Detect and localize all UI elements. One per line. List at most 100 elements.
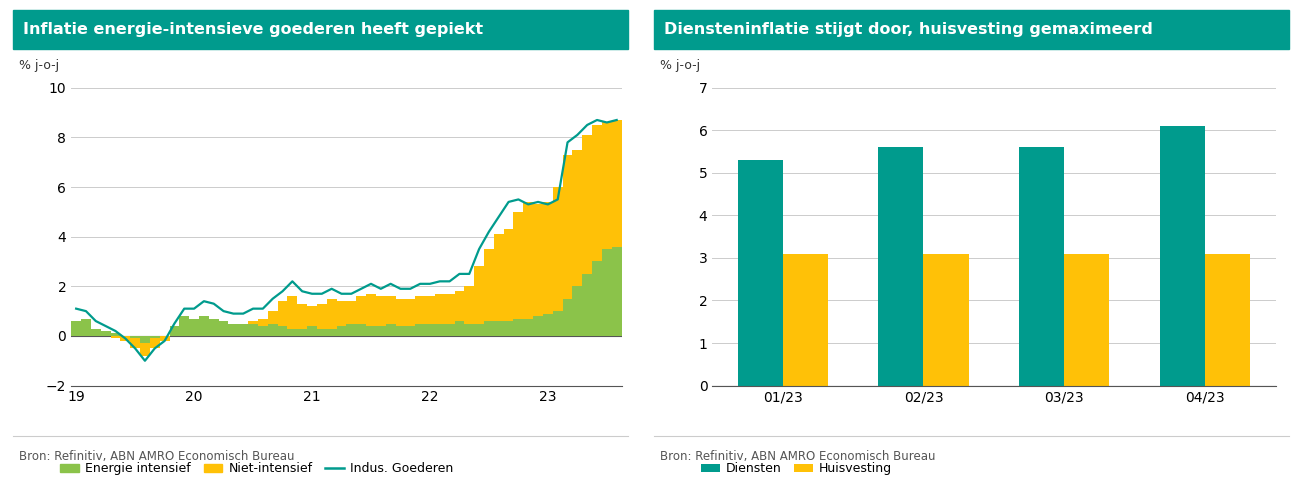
Text: Inflatie energie-intensieve goederen heeft gepiekt: Inflatie energie-intensieve goederen hee… [23,22,483,37]
Bar [208,319,219,336]
Bar [71,323,82,336]
Bar [534,204,543,336]
Bar [326,329,337,336]
Bar [395,326,405,336]
Bar [307,306,317,336]
Bar [277,301,287,336]
Bar [219,326,228,336]
Bar [543,314,553,336]
Bar [228,323,238,336]
Bar [317,304,326,336]
Bar [782,254,828,386]
Bar [583,274,592,336]
Bar [395,299,405,336]
Bar [405,326,416,336]
Bar [592,261,602,336]
Bar [268,323,277,336]
Bar [140,336,150,356]
Bar [287,329,298,336]
Bar [386,323,395,336]
Bar [474,267,484,336]
Bar [444,323,455,336]
Bar [337,301,347,336]
Bar [493,321,504,336]
Text: % j-o-j: % j-o-j [660,59,701,72]
Bar [150,336,159,338]
Bar [170,329,179,336]
Bar [435,294,444,336]
Bar [484,321,493,336]
Bar [101,331,110,336]
Bar [553,311,562,336]
Bar [738,160,782,386]
Bar [150,336,159,348]
Bar [504,321,514,336]
Bar [1160,126,1206,386]
Bar [376,326,386,336]
Bar [366,294,376,336]
Bar [347,301,356,336]
Bar [465,286,474,336]
Bar [923,254,969,386]
Bar [82,319,91,336]
Bar [553,187,562,336]
Bar [504,229,514,336]
Bar [1064,254,1110,386]
Bar [366,326,376,336]
Bar [1019,147,1064,386]
Bar [474,323,484,336]
Bar [572,150,583,336]
Bar [91,329,101,336]
Bar [277,326,287,336]
Bar [416,323,425,336]
Bar [416,296,425,336]
Bar [514,319,523,336]
Bar [484,249,493,336]
Bar [425,296,435,336]
Bar [326,299,337,336]
Bar [238,323,249,336]
Bar [238,326,249,336]
Bar [249,323,258,336]
Bar [337,326,347,336]
Bar [602,249,611,336]
Bar [455,321,465,336]
Bar [131,336,140,338]
Bar [386,296,395,336]
Bar [189,319,199,336]
Bar [268,311,277,336]
Bar [199,316,208,336]
Bar [425,323,435,336]
Bar [189,323,199,336]
Bar [298,329,307,336]
Bar [523,202,534,336]
Bar [356,296,366,336]
Bar [199,321,208,336]
Bar [523,319,534,336]
Bar [101,331,110,336]
Text: Bron: Refinitiv, ABN AMRO Economisch Bureau: Bron: Refinitiv, ABN AMRO Economisch Bur… [660,450,936,463]
Bar [91,329,101,336]
Bar [179,323,189,336]
Bar [543,202,553,336]
Bar [435,323,444,336]
Bar [258,319,268,336]
Bar [249,321,258,336]
Bar [602,122,611,336]
Legend: Energie intensief, Niet-intensief, Indus. Goederen: Energie intensief, Niet-intensief, Indus… [56,457,458,481]
Bar [562,299,572,336]
Bar [611,120,622,336]
Bar [219,321,228,336]
Bar [572,286,583,336]
Bar [534,316,543,336]
Bar [159,336,170,341]
Bar [131,336,140,348]
Bar [583,135,592,336]
Bar [592,125,602,336]
Bar [405,299,416,336]
Bar [307,326,317,336]
Bar [356,323,366,336]
Bar [170,326,179,336]
Bar [1206,254,1250,386]
Bar [110,336,120,338]
